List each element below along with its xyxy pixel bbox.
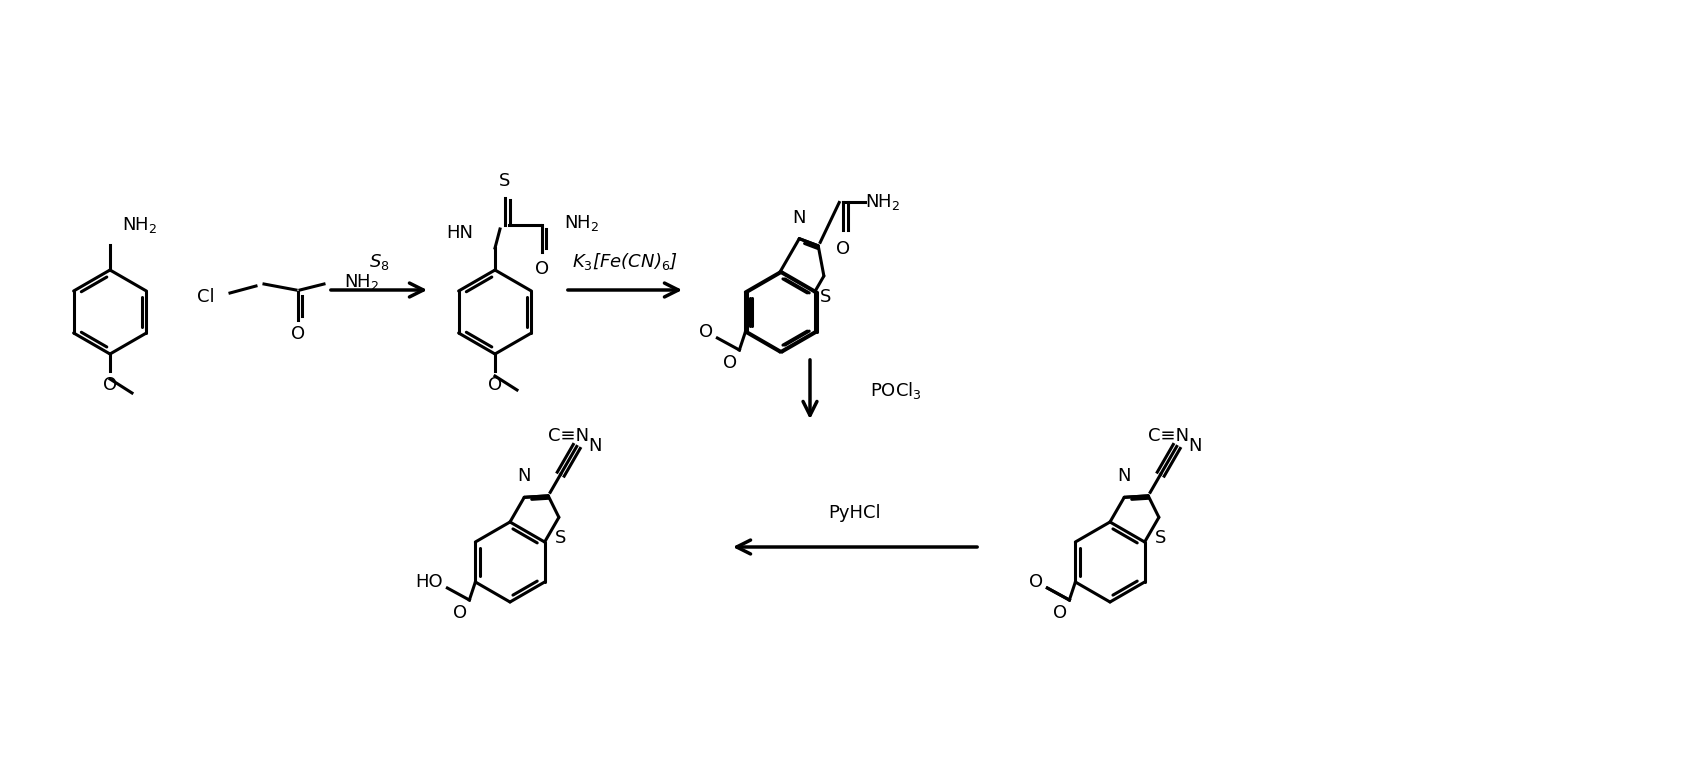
Text: N: N (1118, 467, 1131, 485)
Text: O: O (722, 354, 738, 372)
Text: O: O (292, 325, 305, 343)
Text: Cl: Cl (197, 288, 215, 306)
Text: O: O (103, 376, 117, 394)
Text: NH$_2$: NH$_2$ (344, 272, 380, 292)
Text: NH$_2$: NH$_2$ (865, 193, 901, 213)
Text: O: O (453, 604, 468, 622)
Text: PyHCl: PyHCl (829, 504, 882, 522)
Text: HO: HO (416, 573, 443, 591)
Text: O: O (836, 241, 850, 258)
Text: K$_3$[Fe(CN)$_6$]: K$_3$[Fe(CN)$_6$] (572, 251, 678, 272)
Text: S: S (1155, 530, 1167, 547)
Text: O: O (488, 376, 502, 394)
Text: C≡N: C≡N (1148, 427, 1189, 445)
Text: NH$_2$: NH$_2$ (122, 215, 158, 235)
Text: S: S (555, 530, 566, 547)
Text: POCl$_3$: POCl$_3$ (870, 379, 921, 401)
Text: N: N (517, 467, 531, 485)
Text: O: O (1029, 573, 1043, 591)
Text: N: N (792, 209, 806, 226)
Text: S: S (499, 172, 510, 190)
Text: N: N (589, 437, 602, 456)
Text: O: O (534, 260, 550, 278)
Text: N: N (1189, 437, 1202, 456)
Text: NH$_2$: NH$_2$ (565, 213, 599, 233)
Text: O: O (1053, 604, 1067, 622)
Text: C≡N: C≡N (548, 427, 589, 445)
Text: HN: HN (446, 224, 473, 242)
Text: S$_8$: S$_8$ (368, 252, 390, 272)
Text: O: O (699, 323, 714, 341)
Text: S: S (821, 288, 831, 306)
